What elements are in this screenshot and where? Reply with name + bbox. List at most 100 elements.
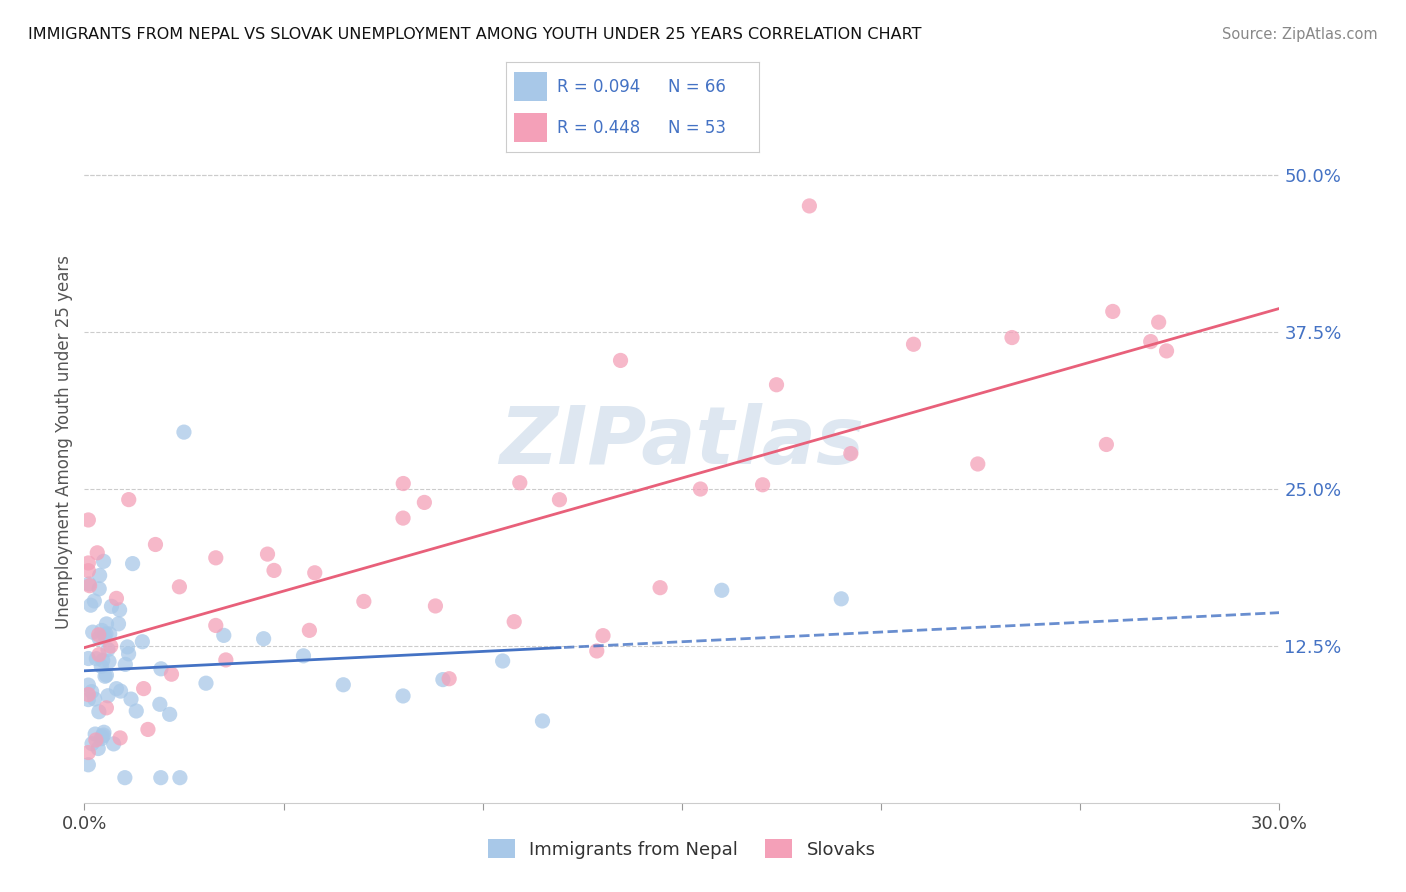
Point [509,475,531,490]
Point [136,723,159,737]
Point [799,199,821,213]
Text: N = 53: N = 53 [668,119,725,136]
Point [77,651,100,665]
Text: N = 66: N = 66 [668,78,725,95]
Point [710,583,733,598]
Point [87,705,110,719]
Point [98,627,121,641]
Point [131,634,153,648]
Point [256,547,278,561]
Point [84,733,107,747]
Point [1095,437,1118,451]
Point [91,653,114,667]
Point [77,556,100,570]
Point [96,616,118,631]
Point [107,616,129,631]
Text: ZIPatlas: ZIPatlas [499,402,865,481]
FancyBboxPatch shape [513,113,547,142]
Point [903,337,925,351]
Legend: Immigrants from Nepal, Slovaks: Immigrants from Nepal, Slovaks [481,832,883,866]
Point [437,672,460,686]
Point [103,737,125,751]
Point [839,446,862,460]
Point [1001,330,1024,344]
Point [108,603,131,617]
Point [304,566,326,580]
Point [765,377,787,392]
Point [93,554,115,568]
Point [87,631,110,645]
Point [91,730,114,744]
Point [1101,304,1123,318]
Point [77,564,100,578]
Point [86,546,108,560]
Point [132,681,155,696]
Point [149,698,172,712]
Point [89,568,111,582]
Point [263,563,285,577]
Point [80,737,103,751]
Point [169,771,191,785]
Point [353,594,375,608]
Point [204,550,226,565]
Point [90,624,112,638]
Point [100,599,122,614]
Point [503,615,526,629]
Point [89,582,111,596]
Point [292,648,315,663]
Point [1139,334,1161,349]
Text: R = 0.448: R = 0.448 [557,119,640,136]
Point [298,624,321,638]
Point [592,629,614,643]
Point [118,492,141,507]
Point [332,678,354,692]
Point [173,425,195,439]
Point [159,707,181,722]
Point [93,628,115,642]
Point [77,688,100,702]
Point [392,476,415,491]
Y-axis label: Unemployment Among Youth under 25 years: Unemployment Among Youth under 25 years [55,254,73,629]
Point [966,457,988,471]
Point [86,651,108,665]
Point [94,627,117,641]
Point [83,594,105,608]
Point [160,667,183,681]
Point [100,639,122,653]
Point [77,577,100,591]
Point [117,647,139,661]
Point [110,684,132,698]
Point [830,591,852,606]
Point [77,746,100,760]
Point [492,654,515,668]
Point [120,692,142,706]
Point [105,591,128,606]
Point [149,662,172,676]
Text: IMMIGRANTS FROM NEPAL VS SLOVAK UNEMPLOYMENT AMONG YOUTH UNDER 25 YEARS CORRELAT: IMMIGRANTS FROM NEPAL VS SLOVAK UNEMPLOY… [28,27,921,42]
Point [215,653,238,667]
Point [82,625,104,640]
Point [204,618,226,632]
Point [149,771,172,785]
Point [425,599,447,613]
Point [648,581,671,595]
Point [97,689,120,703]
Point [90,659,112,673]
Point [87,741,110,756]
Point [114,657,136,672]
Point [77,678,100,692]
Point [94,669,117,683]
Point [77,692,100,706]
Point [751,477,773,491]
Point [548,492,571,507]
Point [90,731,112,746]
Point [121,557,143,571]
Point [125,704,148,718]
Point [80,598,103,612]
Point [84,727,107,741]
Point [108,731,131,745]
Point [96,668,118,682]
Point [117,640,139,654]
Point [83,692,105,706]
Point [1156,343,1178,358]
